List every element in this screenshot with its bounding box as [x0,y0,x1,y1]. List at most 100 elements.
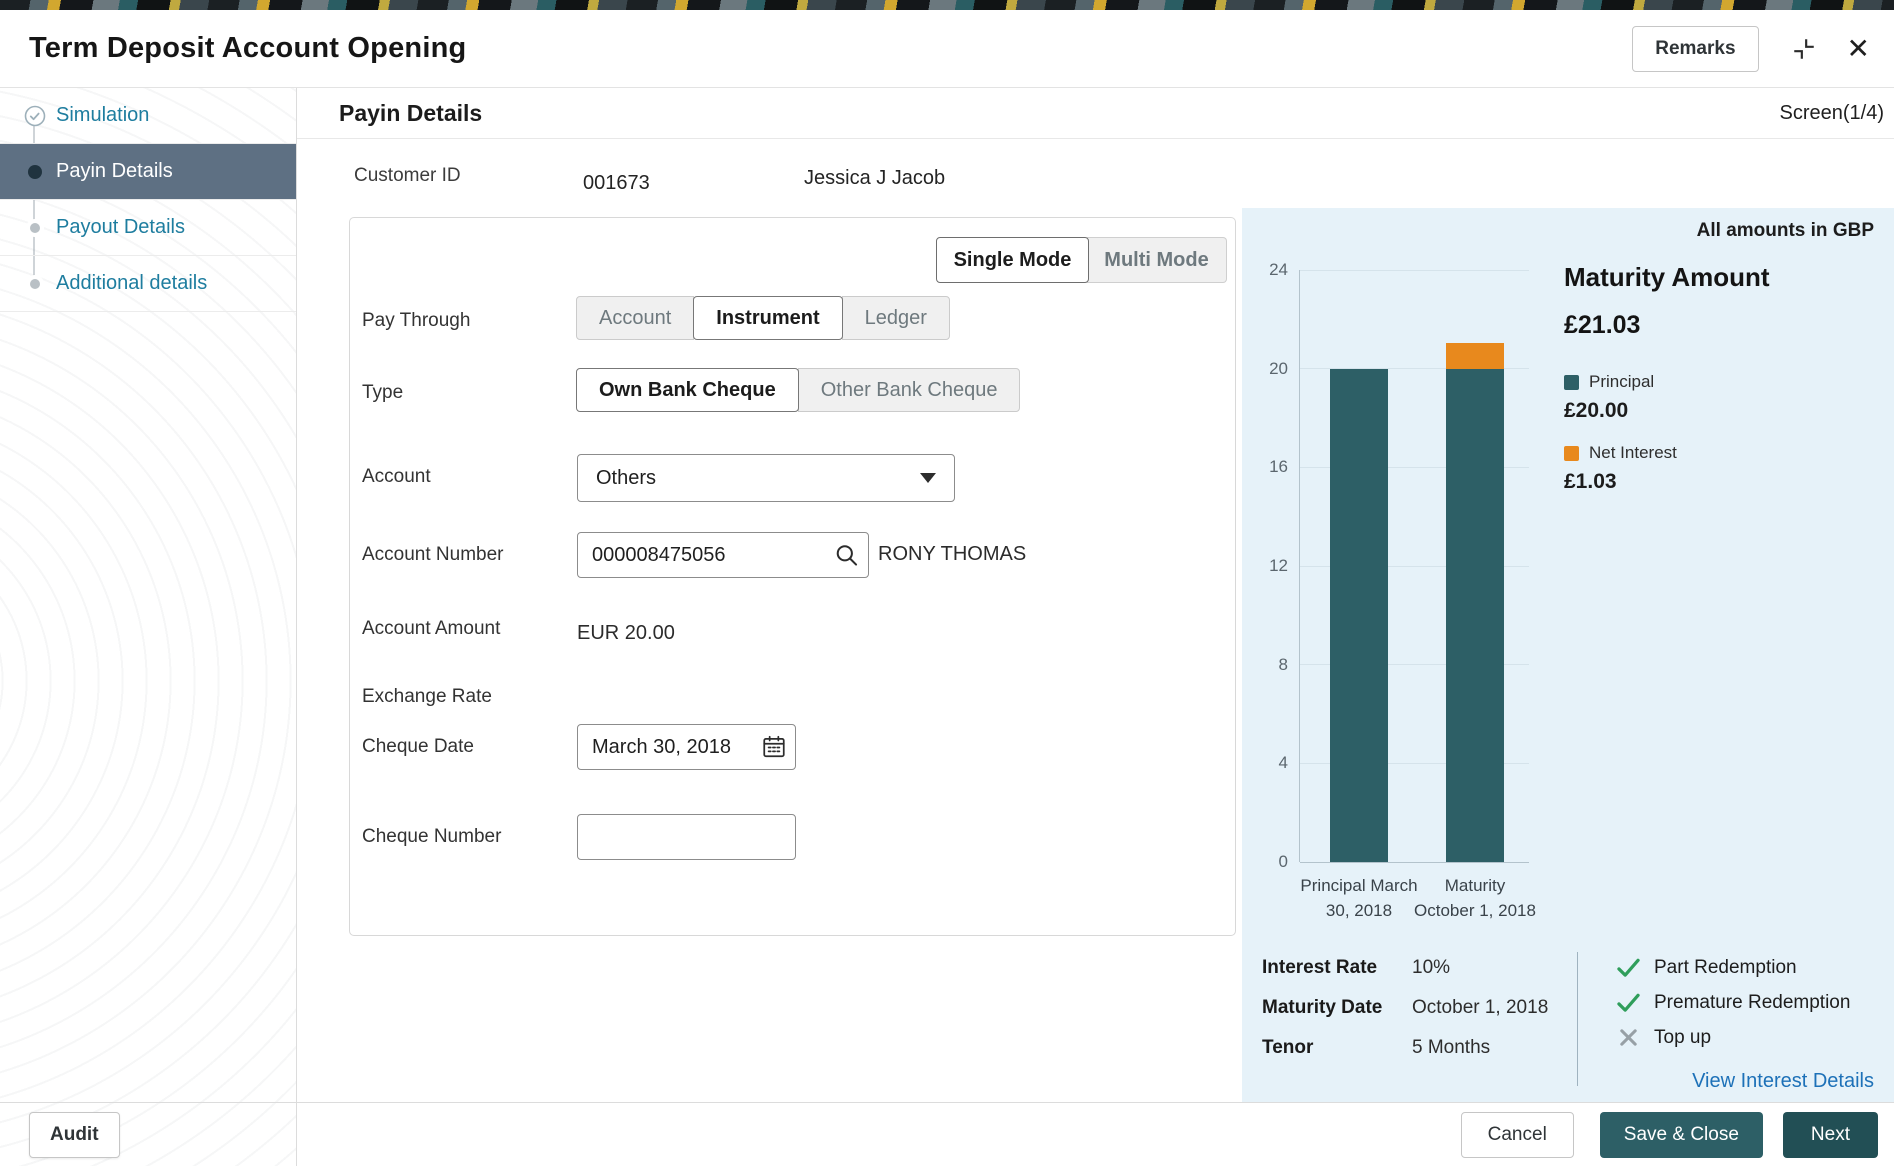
y-tick-label: 8 [1278,654,1288,674]
pay-through-ledger[interactable]: Ledger [841,296,950,340]
maturity-date-label: Maturity Date [1262,997,1383,1018]
flag-label: Premature Redemption [1654,991,1851,1013]
step-sidebar: Simulation Payin Details Payout Details … [0,88,297,1166]
pay-through-account[interactable]: Account [576,296,695,340]
pay-through-instrument[interactable]: Instrument [693,296,843,340]
resize-icon[interactable] [1789,34,1819,64]
maturity-block: Maturity Amount £21.03 Principal £20.00 … [1564,262,1880,514]
sidebar-item-label: Payout Details [56,216,185,238]
maturity-amount-title: Maturity Amount [1564,262,1770,292]
check-icon [1614,992,1642,1013]
gridline [1300,664,1529,666]
cheque-number-input[interactable] [577,814,796,860]
remarks-button[interactable]: Remarks [1632,25,1759,72]
bar-principal [1330,368,1388,862]
bar-net-interest [1446,343,1504,369]
gridline [1300,269,1529,271]
account-number-wrap [577,532,869,578]
single-mode-button[interactable]: Single Mode [936,237,1089,283]
type-group: Own Bank Cheque Other Bank Cheque [576,368,1021,412]
bar-principal [1446,368,1504,862]
cheque-number-wrap [577,814,796,860]
sidebar-item-payout-details[interactable]: Payout Details [0,200,296,256]
x-axis-label: Maturity October 1, 2018 [1414,876,1536,920]
interest-rate-label: Interest Rate [1262,957,1378,978]
sidebar-item-additional-details[interactable]: Additional details [0,256,296,312]
y-tick-label: 0 [1278,852,1288,871]
customer-id-label: Customer ID [354,165,461,186]
details-divider [1577,952,1578,1086]
cheque-date-wrap [577,724,796,770]
principal-legend-swatch [1564,374,1579,390]
x-axis-label: Principal March 30, 2018 [1300,876,1418,920]
check-icon [1614,957,1642,978]
gridline [1300,762,1529,764]
type-other-bank-cheque[interactable]: Other Bank Cheque [797,368,1021,412]
account-label: Account [362,466,431,487]
action-bar: Audit Cancel Save & Close Next [0,1102,1894,1166]
account-holder-name: RONY THOMAS [878,543,1027,565]
cheque-number-label: Cheque Number [362,826,502,847]
cheque-date-label: Cheque Date [362,736,474,757]
sidebar-item-label: Payin Details [56,160,173,182]
cancel-button[interactable]: Cancel [1460,1111,1574,1158]
account-amount-value: EUR 20.00 [577,622,675,644]
window-header: Term Deposit Account Opening Remarks ✕ [0,10,1894,88]
flag-label: Part Redemption [1654,956,1797,978]
sidebar-item-payin-details[interactable]: Payin Details [0,144,296,200]
net-interest-amount: £1.03 [1564,470,1617,493]
save-and-close-button[interactable]: Save & Close [1599,1111,1763,1158]
account-select[interactable]: Others [577,454,955,502]
y-tick-label: 4 [1278,753,1288,773]
bar-chart-plot: 0 4 8 12 16 20 24 Principal March 30, 2018 Maturi… [1269,260,1536,920]
decorative-banner [0,0,1894,10]
customer-name: Jessica J Jacob [804,167,946,189]
principal-amount: £20.00 [1564,399,1629,422]
flag-label: Top up [1654,1026,1712,1048]
pay-through-group: Account Instrument Ledger [576,296,950,340]
simulation-summary-panel: All amounts in GBP 0 4 8 12 16 20 24 Principal … [1242,208,1894,1102]
chevron-down-icon [920,473,936,483]
type-label: Type [362,382,404,403]
pay-through-label: Pay Through [362,310,471,331]
audit-button[interactable]: Audit [29,1111,120,1158]
customer-id-value: 001673 [583,172,650,194]
mode-toggle: Single Mode Multi Mode [936,237,1227,283]
page-header: Payin Details Screen(1/4) [297,88,1894,139]
account-amount-label: Account Amount [362,618,501,639]
maturity-amount-value: £21.03 [1564,311,1641,339]
redemption-flags: Part Redemption Premature Redemption Top… [1614,950,1850,1055]
next-button[interactable]: Next [1782,1111,1878,1158]
step-dot-icon [30,222,40,233]
calendar-icon[interactable] [761,734,787,760]
multi-mode-button[interactable]: Multi Mode [1087,237,1227,283]
x-mark-icon [1614,1027,1642,1048]
stepper-connector [33,126,35,284]
currency-note: All amounts in GBP [1696,220,1874,241]
step-dot-icon [30,278,40,289]
account-select-value: Others [596,466,657,489]
chart-legend: Principal £20.00 Net Interest £1.03 [1564,372,1880,494]
y-tick-label: 16 [1269,457,1288,477]
account-number-label: Account Number [362,544,504,565]
gridline [1300,565,1529,567]
payin-form-card: Single Mode Multi Mode Pay Through Accou… [349,217,1236,936]
close-icon[interactable]: ✕ [1846,32,1870,64]
exchange-rate-label: Exchange Rate [362,686,492,707]
active-step-dot-icon [28,164,42,179]
view-interest-details-link[interactable]: View Interest Details [1692,1070,1874,1092]
search-icon[interactable] [833,542,860,569]
window-title: Term Deposit Account Opening [29,32,467,64]
deposit-details: Interest Rate 10% Maturity Date October … [1262,948,1548,1068]
gridline [1300,368,1529,370]
account-number-input[interactable] [577,532,869,578]
y-tick-label: 24 [1269,260,1288,279]
sidebar-item-label: Additional details [56,272,208,294]
cheque-date-input[interactable] [577,724,796,770]
sidebar-item-simulation[interactable]: Simulation [0,88,296,144]
page-title: Payin Details [339,99,483,126]
maturity-date-value: October 1, 2018 [1412,997,1549,1018]
type-own-bank-cheque[interactable]: Own Bank Cheque [576,368,799,412]
gridline [1300,466,1529,468]
